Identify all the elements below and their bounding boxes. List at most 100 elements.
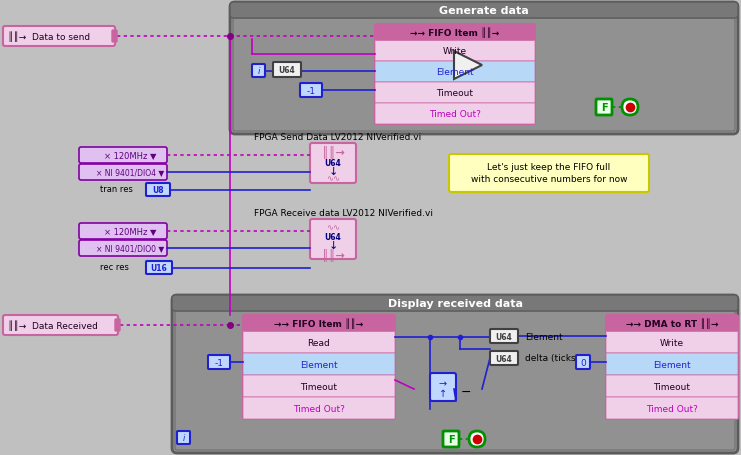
Text: delta (ticks): delta (ticks) (525, 354, 579, 363)
Text: Timed Out?: Timed Out? (293, 404, 345, 413)
Text: U64: U64 (325, 158, 342, 167)
FancyBboxPatch shape (606, 397, 738, 419)
FancyBboxPatch shape (175, 311, 735, 450)
FancyBboxPatch shape (375, 25, 535, 125)
Text: Display received data: Display received data (388, 298, 522, 308)
Text: Read: Read (308, 338, 330, 347)
FancyBboxPatch shape (310, 219, 356, 259)
Text: i: i (257, 67, 260, 76)
FancyBboxPatch shape (606, 331, 738, 353)
FancyBboxPatch shape (490, 351, 518, 365)
Text: rec res: rec res (100, 263, 129, 272)
Text: →→ FIFO Item ║║→: →→ FIFO Item ║║→ (411, 28, 499, 38)
FancyBboxPatch shape (576, 355, 590, 369)
Text: ↓: ↓ (328, 241, 338, 250)
Text: × 120MHz ▼: × 120MHz ▼ (104, 227, 156, 236)
Text: U64: U64 (279, 66, 296, 75)
FancyBboxPatch shape (310, 144, 356, 184)
Text: 0: 0 (580, 358, 586, 367)
FancyBboxPatch shape (490, 329, 518, 343)
Text: F: F (448, 434, 454, 444)
Text: Element: Element (436, 68, 473, 77)
FancyBboxPatch shape (300, 84, 322, 98)
Text: Timed Out?: Timed Out? (429, 110, 481, 119)
FancyBboxPatch shape (606, 315, 738, 419)
Text: U16: U16 (150, 263, 167, 273)
FancyBboxPatch shape (443, 431, 459, 447)
FancyBboxPatch shape (243, 375, 395, 397)
Text: Element: Element (653, 360, 691, 369)
Text: U8: U8 (152, 186, 164, 195)
Text: -1: -1 (214, 358, 224, 367)
FancyBboxPatch shape (375, 25, 535, 41)
Text: Timed Out?: Timed Out? (646, 404, 698, 413)
FancyBboxPatch shape (252, 65, 265, 78)
FancyBboxPatch shape (375, 62, 535, 83)
Text: i: i (182, 433, 185, 442)
FancyBboxPatch shape (79, 241, 167, 257)
FancyBboxPatch shape (230, 3, 738, 135)
Text: U64: U64 (496, 332, 512, 341)
Text: Element: Element (300, 360, 338, 369)
Text: Timeout: Timeout (301, 382, 337, 391)
Text: × NI 9401/DIO4 ▼: × NI 9401/DIO4 ▼ (96, 168, 164, 177)
Text: U64: U64 (325, 232, 342, 241)
FancyBboxPatch shape (79, 148, 167, 164)
FancyBboxPatch shape (172, 295, 738, 453)
FancyBboxPatch shape (243, 331, 395, 353)
Polygon shape (454, 52, 482, 80)
FancyBboxPatch shape (146, 184, 170, 197)
Text: Element: Element (525, 332, 562, 341)
FancyBboxPatch shape (596, 100, 612, 116)
FancyBboxPatch shape (146, 262, 172, 274)
FancyBboxPatch shape (177, 431, 190, 444)
Text: with consecutive numbers for now: with consecutive numbers for now (471, 175, 627, 184)
FancyBboxPatch shape (243, 315, 395, 331)
Text: →: → (439, 378, 447, 388)
Text: ║║→  Data Received: ║║→ Data Received (8, 320, 98, 331)
FancyBboxPatch shape (172, 295, 738, 311)
Text: Write: Write (443, 47, 467, 56)
Text: →→ DMA to RT ║║→: →→ DMA to RT ║║→ (625, 318, 718, 329)
FancyBboxPatch shape (449, 155, 649, 192)
FancyBboxPatch shape (622, 100, 638, 116)
Text: Timeout: Timeout (654, 382, 691, 391)
Text: FPGA Send Data LV2012 NIVerified.vi: FPGA Send Data LV2012 NIVerified.vi (254, 133, 421, 142)
Text: ║║→: ║║→ (322, 145, 345, 158)
Text: ∿∿: ∿∿ (326, 174, 340, 183)
Text: ↓: ↓ (328, 167, 338, 177)
Text: Timeout: Timeout (436, 89, 473, 98)
FancyBboxPatch shape (606, 315, 738, 331)
FancyBboxPatch shape (208, 355, 230, 369)
FancyBboxPatch shape (375, 104, 535, 125)
FancyBboxPatch shape (233, 19, 735, 131)
FancyBboxPatch shape (243, 353, 395, 375)
FancyBboxPatch shape (3, 315, 118, 335)
Text: FPGA Receive data LV2012 NIVerified.vi: FPGA Receive data LV2012 NIVerified.vi (254, 209, 433, 218)
Text: Write: Write (660, 338, 684, 347)
Text: F: F (601, 103, 608, 113)
Text: ║║→: ║║→ (322, 248, 345, 261)
FancyBboxPatch shape (430, 373, 456, 401)
Text: × NI 9401/DIO0 ▼: × NI 9401/DIO0 ▼ (96, 244, 164, 253)
Text: × 120MHz ▼: × 120MHz ▼ (104, 151, 156, 160)
FancyBboxPatch shape (606, 375, 738, 397)
FancyBboxPatch shape (243, 315, 395, 419)
FancyBboxPatch shape (273, 63, 301, 78)
Text: U64: U64 (496, 354, 512, 363)
Text: ↑: ↑ (439, 388, 447, 398)
Text: →→ FIFO Item ║║→: →→ FIFO Item ║║→ (274, 318, 364, 329)
FancyBboxPatch shape (469, 431, 485, 447)
FancyBboxPatch shape (115, 319, 120, 331)
Text: ∿∿: ∿∿ (326, 223, 340, 232)
FancyBboxPatch shape (606, 353, 738, 375)
FancyBboxPatch shape (112, 31, 117, 43)
Text: ║║→  Data to send: ║║→ Data to send (8, 31, 90, 42)
FancyBboxPatch shape (243, 397, 395, 419)
Text: tran res: tran res (100, 185, 133, 194)
FancyBboxPatch shape (375, 41, 535, 62)
FancyBboxPatch shape (375, 83, 535, 104)
FancyBboxPatch shape (79, 165, 167, 181)
Text: Generate data: Generate data (439, 6, 529, 16)
FancyBboxPatch shape (79, 223, 167, 239)
